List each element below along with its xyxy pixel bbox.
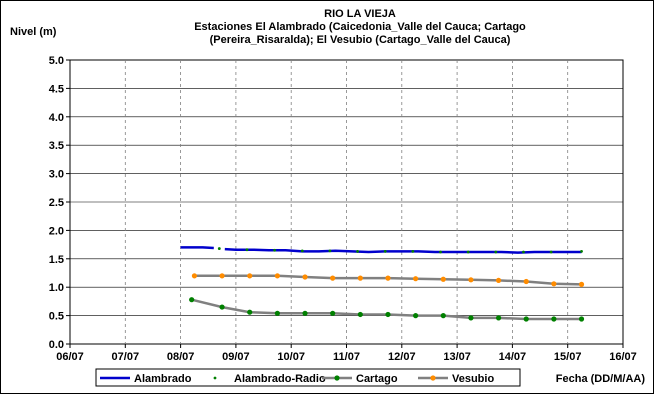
- data-point-cartago: [189, 297, 195, 303]
- x-tick-label: 14/07: [499, 351, 527, 363]
- chart-title-line-2: Estaciones El Alambrado (Caicedonia_Vall…: [194, 21, 526, 33]
- y-tick-label: 2.0: [49, 225, 64, 237]
- x-tick-label: 07/07: [112, 351, 140, 363]
- data-point-vesubio: [440, 276, 446, 282]
- legend-label-alambrado: Alambrado: [134, 373, 192, 385]
- x-tick-label: 08/07: [167, 351, 195, 363]
- x-tick-label: 15/07: [554, 351, 582, 363]
- legend-swatch-alambrado-radio: [213, 376, 217, 380]
- y-tick-labels: 0.0 0.5 1.0 1.5 2.0 2.5 3.0 3.5 4.0 4.5 5.0: [49, 55, 64, 351]
- x-tick-label: 16/07: [609, 351, 637, 363]
- x-axis-label: Fecha (DD/M/AA): [556, 373, 646, 385]
- legend-label-vesubio: Vesubio: [452, 373, 494, 385]
- y-tick-label: 2.5: [49, 197, 64, 209]
- data-point-alambrado-radio: [300, 249, 304, 253]
- data-point-alambrado-radio: [411, 250, 415, 253]
- y-tick-label: 3.0: [49, 169, 64, 181]
- data-point-alambrado-radio: [549, 250, 553, 254]
- grid: [66, 59, 624, 348]
- data-point-cartago: [551, 316, 557, 322]
- y-tick-label: 3.5: [49, 140, 64, 152]
- x-tick-label: 11/07: [333, 351, 360, 363]
- data-point-cartago: [302, 310, 308, 316]
- data-point-cartago: [468, 315, 474, 321]
- data-point-vesubio: [551, 281, 557, 287]
- y-tick-label: 1.0: [49, 282, 64, 294]
- chart-title-line-1: RIO LA VIEJA: [324, 8, 396, 20]
- data-point-vesubio: [191, 273, 198, 279]
- data-point-vesubio: [468, 277, 474, 283]
- x-tick-label: 12/07: [388, 351, 416, 363]
- data-point-cartago: [523, 316, 529, 322]
- data-point-cartago: [219, 304, 225, 310]
- data-point-vesubio: [330, 275, 336, 281]
- data-point-cartago: [357, 311, 363, 318]
- data-point-alambrado-radio: [328, 249, 332, 253]
- x-tick-label: 13/07: [443, 351, 471, 363]
- data-point-alambrado-radio: [383, 250, 387, 253]
- data-point-vesubio: [523, 278, 529, 285]
- x-tick-labels: 06/07 07/07 08/07 09/07 10/07 11/07 12/07 13/07…: [56, 351, 637, 363]
- data-point-alambrado-radio: [273, 248, 277, 252]
- data-point-vesubio: [219, 273, 225, 279]
- y-tick-label: 4.0: [49, 112, 64, 124]
- data-point-vesubio: [302, 274, 308, 280]
- data-point-cartago: [440, 313, 446, 319]
- y-tick-label: 0.5: [49, 311, 64, 323]
- data-point-alambrado-radio: [580, 250, 583, 253]
- data-point-vesubio: [247, 273, 253, 279]
- legend-items: Alambrado Alambrado-Radio Cartago Vesubio: [100, 373, 494, 385]
- x-tick-label: 10/07: [277, 351, 305, 363]
- x-tick-label: 06/07: [56, 351, 84, 363]
- y-tick-label: 5.0: [49, 55, 64, 67]
- series-line-alambrado: [180, 246, 214, 250]
- data-point-alambrado-radio: [217, 247, 221, 250]
- data-point-alambrado-radio: [522, 250, 525, 254]
- data-point-cartago: [578, 316, 585, 322]
- data-point-cartago: [330, 310, 336, 316]
- legend-marker-cartago: [334, 375, 340, 381]
- data-point-vesubio: [413, 276, 419, 282]
- legend-label-cartago: Cartago: [356, 373, 398, 385]
- legend-label-alambrado-radio: Alambrado-Radio: [234, 373, 326, 385]
- data-point-vesubio: [385, 275, 391, 281]
- legend-marker-vesubio: [430, 375, 436, 381]
- data-point-cartago: [413, 313, 419, 319]
- data-point-alambrado-radio: [439, 250, 442, 254]
- data-point-cartago: [247, 309, 253, 315]
- data-point-cartago: [385, 311, 391, 318]
- data-point-cartago: [274, 310, 280, 316]
- data-point-alambrado-radio: [245, 248, 249, 252]
- y-tick-label: 4.5: [49, 83, 64, 95]
- chart-title-line-3: (Pereira_Risaralda); El Vesubio (Cartago…: [210, 34, 511, 46]
- data-point-vesubio: [578, 281, 585, 287]
- y-tick-label: 0.0: [49, 339, 64, 351]
- data-point-cartago: [495, 315, 502, 321]
- data-point-vesubio: [274, 273, 280, 279]
- data-point-alambrado-radio: [494, 250, 498, 254]
- y-axis-label: Nivel (m): [10, 26, 57, 38]
- legend: [95, 368, 521, 387]
- series: [180, 246, 585, 322]
- data-point-alambrado-radio: [356, 250, 359, 253]
- y-tick-label: 1.5: [49, 254, 64, 266]
- x-tick-label: 09/07: [222, 351, 250, 363]
- data-point-alambrado-radio: [466, 250, 470, 254]
- data-point-vesubio: [357, 275, 363, 281]
- data-point-vesubio: [495, 277, 502, 283]
